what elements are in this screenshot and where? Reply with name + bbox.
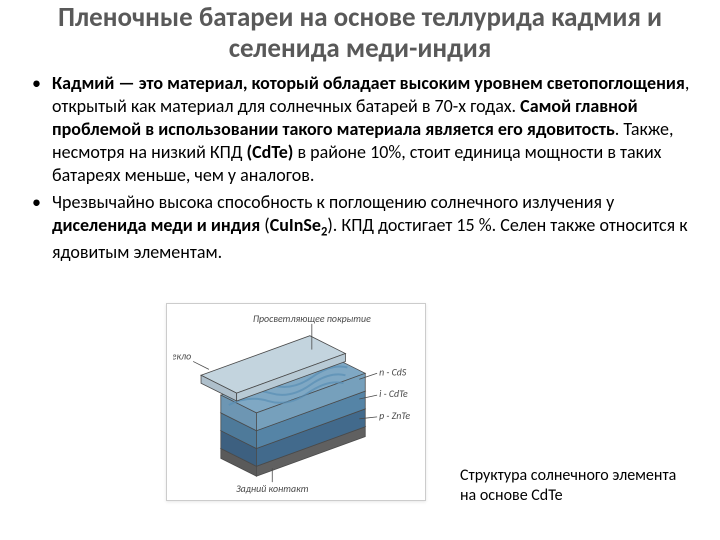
text-run: диселенида меди и индия xyxy=(52,214,260,236)
text-run: (CdTe) xyxy=(247,141,294,163)
text-run: ( xyxy=(260,214,270,236)
label-coating: Просветляющее покрытие xyxy=(253,313,371,325)
text-run: CuInSe xyxy=(270,214,321,236)
slide-title: Пленочные батареи на основе теллурида ка… xyxy=(0,0,720,72)
text-run: Чрезвычайно высока способность к поглоще… xyxy=(52,191,614,213)
diagram-caption: Структура солнечного элемента на основе … xyxy=(460,466,680,506)
diagram-svg: Просветляющее покрытие Стекло n - CdS i … xyxy=(173,310,419,494)
text-run: Кадмий — это материал, который обладает … xyxy=(52,72,685,94)
bullet-list: Кадмий — это материал, который обладает … xyxy=(28,72,692,264)
bullet-item: Чрезвычайно высока способность к поглоще… xyxy=(28,191,692,264)
label-n: n - CdS xyxy=(379,366,407,378)
label-i: i - CdTe xyxy=(379,388,408,400)
bullet-item: Кадмий — это материал, который обладает … xyxy=(28,72,692,187)
solar-cell-diagram: Просветляющее покрытие Стекло n - CdS i … xyxy=(166,303,426,501)
label-back: Задний контакт xyxy=(236,483,309,494)
slide-body: Кадмий — это материал, который обладает … xyxy=(0,72,720,264)
label-glass: Стекло xyxy=(173,350,191,362)
label-p: p - ZnTe xyxy=(379,410,410,422)
